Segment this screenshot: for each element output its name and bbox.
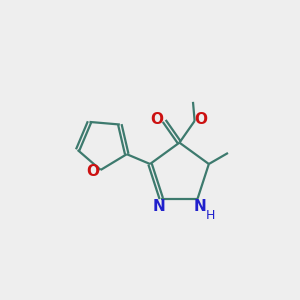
Text: O: O: [86, 164, 99, 179]
Text: H: H: [205, 209, 215, 222]
Text: N: N: [152, 199, 165, 214]
Text: O: O: [195, 112, 208, 127]
Text: O: O: [150, 112, 164, 127]
Text: N: N: [194, 199, 206, 214]
